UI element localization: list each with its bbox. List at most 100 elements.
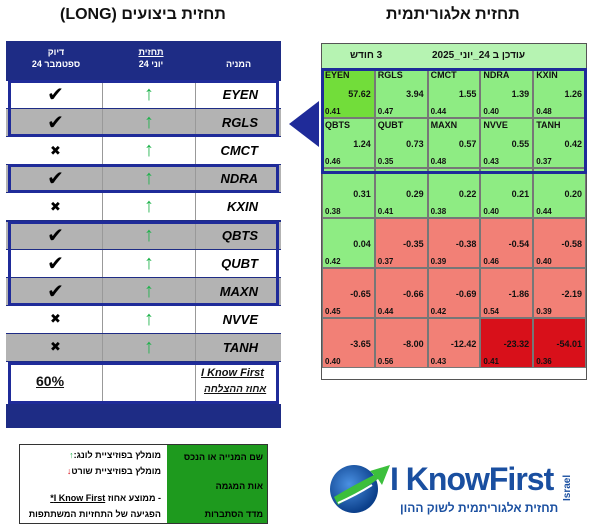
- heatmap-cell-signal: 1.26: [564, 89, 582, 99]
- heatmap-cell: -0.54 0.46: [480, 218, 534, 268]
- heatmap-cell-ticker: TANH: [536, 120, 561, 130]
- heatmap-cell: 0.20 0.44: [533, 168, 586, 218]
- x-icon: ✖: [50, 142, 61, 158]
- heatmap-cell-signal: 0.22: [458, 189, 477, 199]
- forecast-cell: ↑: [103, 333, 196, 361]
- heatmap-cell-ticker: KXIN: [536, 70, 558, 80]
- heatmap-cell-ticker: EYEN: [325, 70, 350, 80]
- forecast-date: 24 יוני: [138, 59, 164, 69]
- heatmap-cell-probability: 0.41: [325, 107, 341, 116]
- check-icon: ✔: [47, 168, 64, 191]
- success-rate-divider-1: [102, 365, 103, 401]
- x-icon: ✖: [50, 198, 61, 214]
- heatmap-cell-signal: -2.19: [561, 289, 582, 299]
- ticker-cell: QBTS: [221, 227, 258, 243]
- heatmap-cell-probability: 0.42: [325, 257, 341, 266]
- heatmap-cell-signal: 0.73: [406, 139, 424, 149]
- performance-row: ✔ ↑ RGLS: [6, 109, 281, 137]
- accuracy-cell: ✖: [9, 193, 103, 221]
- heatmap-cell: QUBT 0.73 0.35: [374, 118, 428, 168]
- performance-row: ✔ ↑ QUBT: [6, 249, 281, 277]
- heatmap-cell: -2.19 0.39: [533, 268, 586, 318]
- success-rate-brand[interactable]: I Know First: [201, 367, 264, 379]
- heatmap-cell-signal: -0.66: [403, 289, 424, 299]
- heatmap-cell-probability: 0.38: [430, 207, 447, 216]
- up-arrow-icon: ↑: [144, 111, 154, 134]
- x-icon: ✖: [50, 311, 61, 327]
- legend-trend-signal: אות המגמה: [215, 481, 263, 491]
- heatmap-cell-ticker: NVVE: [483, 120, 508, 130]
- heatmap-cell-signal: -0.54: [508, 239, 530, 249]
- heatmap-cell: MAXN 0.57 0.48: [427, 118, 481, 168]
- heatmap-cell: -54.01 0.36: [533, 318, 586, 368]
- heatmap-cell-signal: 1.39: [511, 89, 530, 99]
- performance-row: ✔ ↑ QBTS: [6, 221, 281, 249]
- up-arrow-icon: ↑: [69, 450, 74, 460]
- heatmap-cell-signal: 57.62: [348, 89, 371, 99]
- performance-row: ✔ ↑ EYEN: [6, 81, 281, 108]
- heatmap-cell-probability: 0.40: [483, 207, 499, 216]
- stock-header: המניה: [201, 58, 276, 70]
- logo-tagline: תחזית אלגוריתמית לשוק ההון: [400, 501, 559, 515]
- forecast-cell: ↑: [103, 81, 196, 108]
- check-icon: ✔: [47, 84, 64, 106]
- stock-label: המניה: [225, 59, 252, 69]
- heatmap-cell: -0.35 0.37: [374, 218, 428, 268]
- heatmap-cell-probability: 0.46: [325, 157, 341, 166]
- heatmap: 3 חודש עודכן ב 24_יוני_2025 EYEN 57.62 0.4…: [321, 43, 587, 380]
- forecast-cell: ↑: [103, 137, 196, 165]
- accuracy-cell: ✖: [9, 137, 103, 165]
- forecast-cell: ↑: [103, 305, 196, 333]
- heatmap-cell-signal: -0.38: [455, 239, 477, 249]
- performance-row: ✖ ↑ CMCT: [6, 137, 281, 165]
- heatmap-header: 3 חודש עודכן ב 24_יוני_2025: [322, 44, 586, 68]
- up-arrow-icon: ↑: [144, 195, 154, 218]
- heatmap-cell-signal: -3.65: [350, 339, 371, 349]
- down-arrow-icon: ↓: [66, 466, 72, 476]
- heatmap-updated: עודכן ב 24_יוני_2025: [432, 50, 526, 61]
- heatmap-cell-signal: 0.21: [511, 189, 530, 199]
- forecast-cell: ↑: [103, 165, 196, 193]
- legend-average-brand: I Know First*: [50, 493, 106, 503]
- up-arrow-icon: ↑: [144, 167, 154, 190]
- check-icon: ✔: [47, 252, 64, 275]
- heatmap-cell: 0.29 0.41: [374, 168, 428, 218]
- legend-average-label: - ממוצע אחוז: [107, 493, 161, 503]
- heatmap-cell-probability: 0.35: [377, 157, 394, 166]
- heatmap-cell: 0.22 0.38: [427, 168, 481, 218]
- heatmap-cell-probability: 0.39: [536, 307, 552, 316]
- heatmap-cell-signal: -23.32: [503, 339, 530, 349]
- heatmap-cell-signal: -0.58: [561, 239, 582, 249]
- ticker-cell: TANH: [222, 339, 258, 355]
- accuracy-cell: ✔: [9, 249, 103, 277]
- heatmap-cell-signal: -1.86: [508, 289, 530, 299]
- performance-forecast-title: תחזית ביצועים (LONG): [60, 6, 226, 23]
- heatmap-cell-probability: 0.42: [430, 307, 447, 316]
- ticker-cell: KXIN: [226, 199, 258, 215]
- heatmap-cell-probability: 0.40: [536, 257, 552, 266]
- heatmap-cell: -23.32 0.41: [480, 318, 534, 368]
- legend-short-row: מומלץ בפוזיציית שורט↓: [67, 466, 161, 476]
- accuracy-cell: ✔: [9, 109, 103, 137]
- ticker-cell: QUBT: [221, 255, 258, 271]
- heatmap-top-highlight: [321, 68, 587, 174]
- heatmap-cell-probability: 0.43: [430, 357, 447, 366]
- heatmap-cell-probability: 0.37: [377, 257, 394, 266]
- ticker-cell: RGLS: [221, 115, 258, 131]
- heatmap-cell-signal: -0.69: [455, 289, 477, 299]
- forecast-cell: ↑: [103, 193, 196, 221]
- heatmap-cell-signal: -8.00: [403, 339, 424, 349]
- heatmap-cell-signal: 1.24: [353, 139, 371, 149]
- logo-country: Israel: [562, 474, 573, 501]
- ticker-cell: CMCT: [220, 143, 258, 159]
- ticker-cell: NVVE: [222, 311, 258, 327]
- heatmap-cell-probability: 0.48: [430, 157, 447, 166]
- up-arrow-icon: ↑: [144, 83, 154, 105]
- ticker-cell: NDRA: [220, 171, 258, 187]
- ticker-cell: MAXN: [219, 283, 258, 299]
- heatmap-cell-probability: 0.48: [536, 107, 552, 116]
- legend-average-row: - ממוצע אחוז I Know First*: [50, 493, 161, 503]
- check-icon: ✔: [47, 112, 64, 135]
- heatmap-cell-signal: 1.55: [458, 89, 477, 99]
- up-arrow-icon: ↑: [144, 139, 154, 162]
